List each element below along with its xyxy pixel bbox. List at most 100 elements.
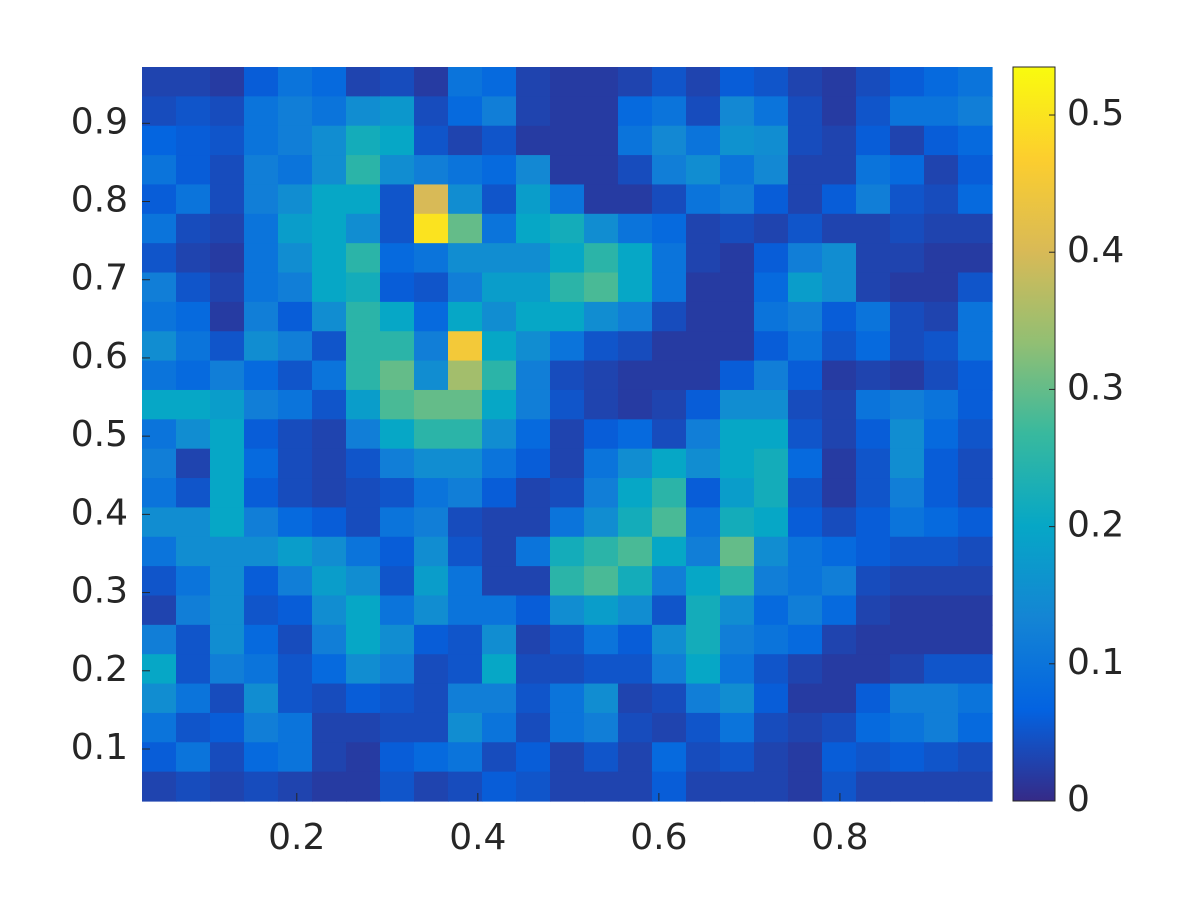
heat-cell xyxy=(448,184,483,215)
heat-cell xyxy=(652,536,687,567)
heat-cell xyxy=(584,712,619,743)
heat-cell xyxy=(346,448,381,479)
heat-cell xyxy=(278,654,313,685)
heat-cell xyxy=(550,771,585,802)
heat-cell xyxy=(618,389,653,420)
heat-cell xyxy=(414,272,449,303)
heat-cell xyxy=(516,536,551,567)
heat-cell xyxy=(380,536,415,567)
heat-cell xyxy=(618,595,653,626)
heat-cell xyxy=(788,654,823,685)
heat-cell xyxy=(380,742,415,773)
heat-cell xyxy=(856,478,891,508)
heat-cell xyxy=(210,595,245,626)
heat-cell xyxy=(414,595,449,626)
heat-cell xyxy=(720,771,755,802)
heat-cell xyxy=(890,272,925,303)
heat-cell xyxy=(142,507,177,538)
heat-cell xyxy=(278,125,313,156)
heat-cell xyxy=(414,624,449,655)
heat-cell xyxy=(244,448,279,479)
heat-cell xyxy=(142,683,177,714)
heat-cell xyxy=(176,155,211,186)
heat-cell xyxy=(822,184,857,215)
heat-cell xyxy=(414,67,449,97)
heat-cell xyxy=(856,155,891,186)
heat-cell xyxy=(448,478,483,508)
heat-cell xyxy=(958,507,993,538)
heat-cell xyxy=(210,507,245,538)
heat-cell xyxy=(652,654,687,685)
heat-cell xyxy=(244,683,279,714)
heat-cell xyxy=(278,360,313,391)
heat-cell xyxy=(890,96,925,127)
heat-cell xyxy=(278,595,313,626)
heat-cell xyxy=(584,507,619,538)
heat-cell xyxy=(924,536,959,567)
heat-cell xyxy=(312,448,347,479)
heat-cell xyxy=(958,184,993,215)
heat-cell xyxy=(346,360,381,391)
heat-cell xyxy=(652,771,687,802)
heat-cell xyxy=(788,301,823,332)
heat-cell xyxy=(822,654,857,685)
heat-cell xyxy=(618,712,653,743)
heat-cell xyxy=(278,213,313,244)
heat-cell xyxy=(924,742,959,773)
heat-cell xyxy=(312,67,347,97)
heat-cell xyxy=(652,742,687,773)
heat-cell xyxy=(890,184,925,215)
heat-cell xyxy=(482,331,517,362)
heat-cell xyxy=(448,683,483,714)
heat-cell xyxy=(244,507,279,538)
heat-cell xyxy=(448,96,483,127)
heat-cell xyxy=(380,360,415,391)
heat-cell xyxy=(550,184,585,215)
heat-cell xyxy=(788,419,823,450)
heat-cell xyxy=(482,184,517,215)
heat-cell xyxy=(754,243,789,274)
heat-cell xyxy=(346,712,381,743)
y-tick-label: 0.3 xyxy=(71,571,128,612)
heat-cell xyxy=(584,360,619,391)
heat-cell xyxy=(448,712,483,743)
heat-cell xyxy=(652,155,687,186)
heat-cell xyxy=(618,771,653,802)
heat-cell xyxy=(924,712,959,743)
heat-cell xyxy=(516,507,551,538)
heat-cell xyxy=(720,448,755,479)
heat-cell xyxy=(686,243,721,274)
heat-cell xyxy=(720,213,755,244)
heat-cell xyxy=(652,595,687,626)
y-tick-label: 0.9 xyxy=(71,101,128,142)
heat-cell xyxy=(788,712,823,743)
heat-cell xyxy=(754,184,789,215)
heat-cell xyxy=(788,389,823,420)
heat-cell xyxy=(618,184,653,215)
heat-cell xyxy=(482,624,517,655)
heat-cell xyxy=(618,155,653,186)
heat-cell xyxy=(652,712,687,743)
y-tick-label: 0.1 xyxy=(71,727,128,768)
heat-cell xyxy=(516,243,551,274)
heat-cell xyxy=(652,566,687,597)
heat-cell xyxy=(550,419,585,450)
heat-cell xyxy=(176,683,211,714)
heat-cell xyxy=(686,536,721,567)
heat-cell xyxy=(584,155,619,186)
heat-cell xyxy=(210,712,245,743)
heat-cell xyxy=(890,654,925,685)
heat-cell xyxy=(550,96,585,127)
heat-cell xyxy=(210,331,245,362)
heat-cell xyxy=(414,448,449,479)
heat-cell xyxy=(516,67,551,97)
heat-cell xyxy=(210,536,245,567)
heat-cell xyxy=(448,243,483,274)
heat-cell xyxy=(142,243,177,274)
heat-cell xyxy=(210,96,245,127)
heat-cell xyxy=(754,331,789,362)
heat-cell xyxy=(448,301,483,332)
heat-cell xyxy=(346,96,381,127)
heat-cell xyxy=(754,96,789,127)
heat-cell xyxy=(448,213,483,244)
